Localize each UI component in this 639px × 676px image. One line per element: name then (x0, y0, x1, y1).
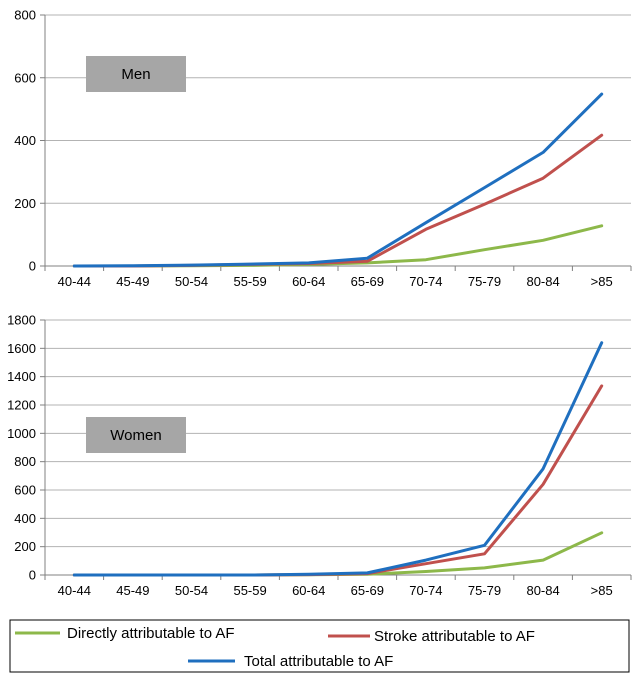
y-tick-label: 600 (14, 483, 36, 498)
series-line-women-0 (72, 531, 604, 577)
x-tick-label: 65-69 (351, 583, 384, 598)
x-tick-label: 40-44 (58, 583, 91, 598)
x-tick-label: 80-84 (526, 583, 559, 598)
y-tick-label: 1800 (7, 313, 36, 328)
y-tick-label: 400 (14, 133, 36, 148)
x-tick-label: 40-44 (58, 274, 91, 289)
panel-label: Men (121, 66, 150, 83)
y-tick-label: 800 (14, 8, 36, 23)
x-tick-label: 60-64 (292, 274, 325, 289)
y-tick-label: 400 (14, 511, 36, 526)
x-tick-label: 60-64 (292, 583, 325, 598)
y-tick-label: 600 (14, 70, 36, 85)
x-tick-label: 75-79 (468, 274, 501, 289)
legend: Directly attributable to AF Stroke attri… (9, 619, 630, 673)
x-tick-label: 50-54 (175, 274, 208, 289)
chart-panel-men: 0 200 400 600 800 40-44 45-49 50-54 55-59 60-64 65… (14, 8, 632, 289)
x-tick-label: 50-54 (175, 583, 208, 598)
series-line-women-2 (72, 341, 604, 577)
y-tick-label: 0 (29, 568, 36, 583)
y-tick-label: 1200 (7, 398, 36, 413)
legend-label-directly: Directly attributable to AF (67, 625, 235, 642)
x-tick-label: 70-74 (409, 583, 442, 598)
x-tick-label: >85 (591, 583, 613, 598)
x-tick-label: >85 (591, 274, 613, 289)
legend-frame (9, 619, 630, 673)
y-tick-label: 200 (14, 539, 36, 554)
panel-label: Women (110, 427, 161, 444)
x-tick-label: 70-74 (409, 274, 442, 289)
y-tick-label: 0 (29, 259, 36, 274)
series-line-men-1 (72, 133, 604, 268)
x-tick-label: 45-49 (116, 274, 149, 289)
legend-label-stroke: Stroke attributable to AF (374, 628, 535, 645)
chart-panel-women: 0 200 400 600 800 1000 1200 1400 1600 1800 40-44 45… (7, 313, 632, 598)
x-tick-label: 75-79 (468, 583, 501, 598)
y-tick-label: 200 (14, 196, 36, 211)
y-tick-label: 1600 (7, 341, 36, 356)
x-tick-label: 55-59 (233, 583, 266, 598)
x-tick-label: 80-84 (526, 274, 559, 289)
legend-label-total: Total attributable to AF (244, 653, 393, 670)
x-tick-label: 55-59 (233, 274, 266, 289)
x-tick-label: 45-49 (116, 583, 149, 598)
series-line-men-2 (72, 92, 604, 268)
x-tick-label: 65-69 (351, 274, 384, 289)
y-tick-label: 1000 (7, 426, 36, 441)
panel-label-box (86, 417, 186, 453)
panel-label-box (86, 56, 186, 92)
y-tick-label: 800 (14, 454, 36, 469)
y-tick-label: 1400 (7, 369, 36, 384)
